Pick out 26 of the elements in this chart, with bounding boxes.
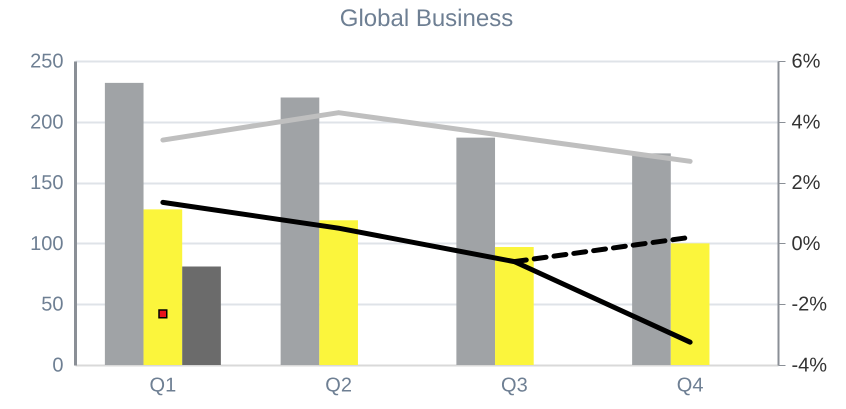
bar bbox=[632, 153, 671, 365]
bar bbox=[495, 247, 534, 365]
bar bbox=[456, 138, 496, 365]
y-tick-label: 250 bbox=[30, 50, 64, 72]
bar bbox=[144, 209, 182, 365]
y-tick-label: 50 bbox=[41, 294, 64, 316]
bar bbox=[104, 82, 144, 365]
x-tick-label: Q2 bbox=[325, 374, 352, 396]
bar bbox=[182, 266, 221, 365]
y-tick-label: 100 bbox=[30, 232, 64, 255]
x-tick-label: Q3 bbox=[501, 374, 528, 396]
y2-tick-label: -2% bbox=[792, 294, 828, 316]
y2-tick-label: -4% bbox=[792, 354, 828, 376]
x-tick-label: Q4 bbox=[676, 374, 704, 396]
y-tick-label: 200 bbox=[30, 111, 64, 134]
bar bbox=[280, 97, 320, 365]
bar bbox=[670, 243, 710, 365]
y-tick-label: 0 bbox=[52, 354, 64, 376]
chart-title: Global Business bbox=[340, 5, 514, 32]
y2-tick-label: 2% bbox=[792, 172, 821, 194]
bar bbox=[319, 220, 358, 365]
x-tick-label: Q1 bbox=[150, 374, 176, 396]
y2-tick-label: 4% bbox=[792, 111, 821, 134]
y-tick-label: 150 bbox=[30, 172, 64, 194]
y2-tick-label: 0% bbox=[792, 232, 821, 255]
y2-tick-label: 6% bbox=[792, 50, 821, 72]
